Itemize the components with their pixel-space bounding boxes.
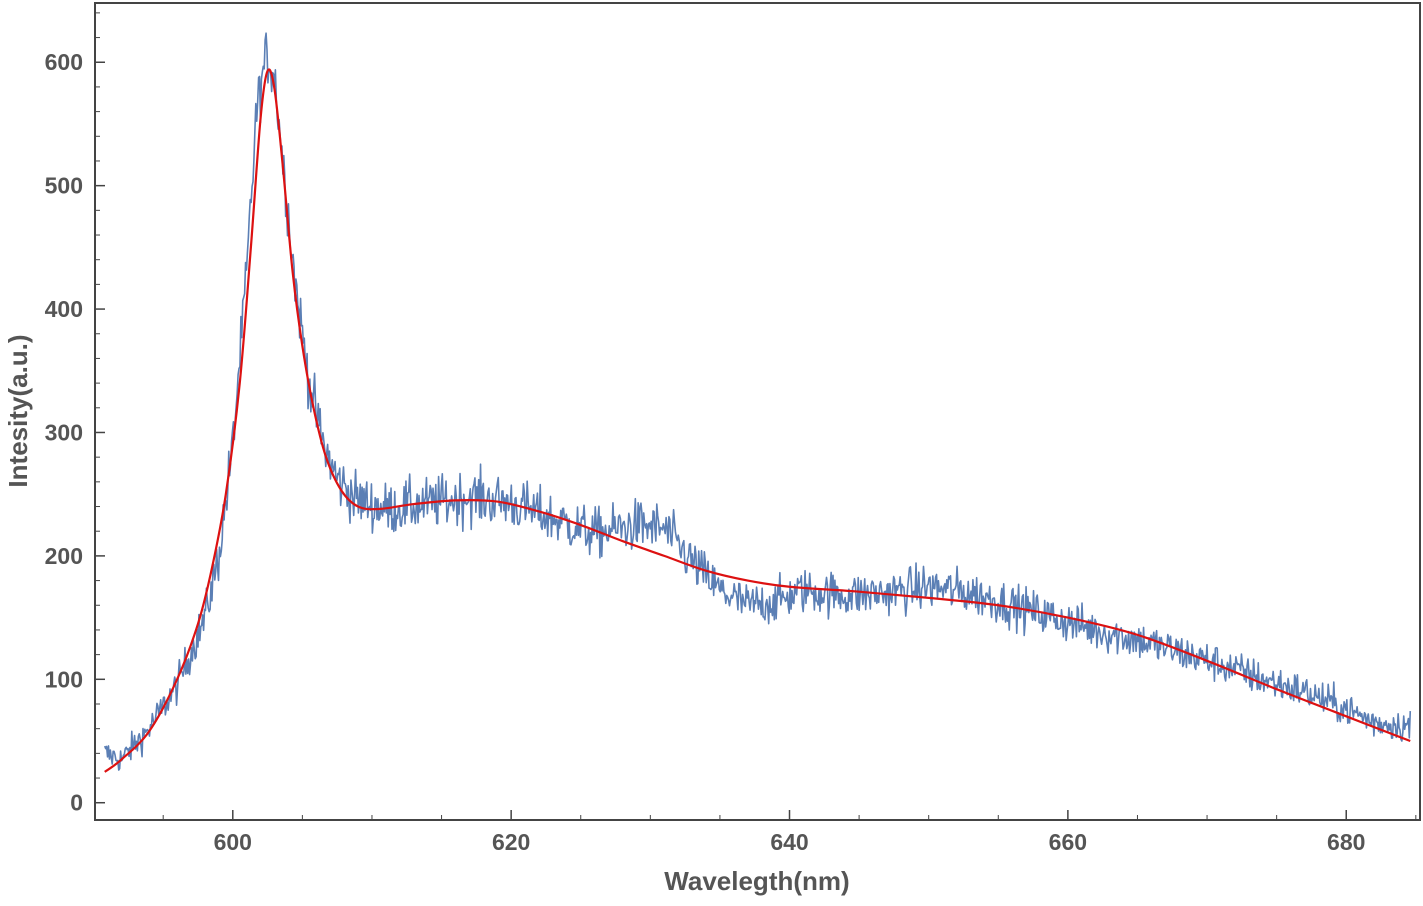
x-tick-label: 680 xyxy=(1327,829,1365,855)
y-tick-label: 200 xyxy=(45,543,83,569)
y-tick-label: 100 xyxy=(45,666,83,692)
y-tick-label: 400 xyxy=(45,296,83,322)
fit-curve-line xyxy=(104,68,1411,773)
x-tick-label: 620 xyxy=(492,829,530,855)
series-layer xyxy=(103,32,1412,773)
y-tick-label: 600 xyxy=(45,49,83,75)
y-tick-label: 300 xyxy=(45,419,83,445)
plot-frame xyxy=(94,2,1421,821)
x-axis-ticks: 600 620 640 660 680 xyxy=(162,810,1417,855)
x-tick-label: 660 xyxy=(1049,829,1087,855)
measured-spectrum-line xyxy=(103,32,1412,771)
y-axis-title: Intesity(a.u.) xyxy=(3,334,33,487)
x-tick-label: 640 xyxy=(770,829,808,855)
y-tick-label: 500 xyxy=(45,173,83,199)
y-tick-label: 0 xyxy=(70,790,83,816)
y-axis-ticks: 0 100 200 300 400 500 600 xyxy=(45,12,105,816)
x-axis-title: Wavelegth(nm) xyxy=(664,866,849,896)
x-tick-label: 600 xyxy=(214,829,252,855)
